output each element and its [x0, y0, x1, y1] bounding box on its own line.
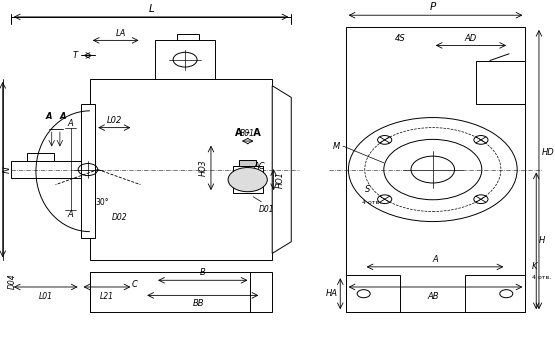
- Text: L01: L01: [39, 292, 53, 301]
- Bar: [80, 104, 95, 238]
- Text: L: L: [149, 3, 154, 14]
- Text: M: M: [333, 142, 340, 151]
- Bar: [11, 161, 80, 178]
- Text: BB: BB: [193, 299, 204, 308]
- Text: HD: HD: [542, 148, 554, 157]
- Bar: [90, 79, 272, 260]
- Text: K: K: [532, 262, 537, 271]
- Bar: [155, 40, 215, 79]
- Text: B: B: [200, 268, 206, 277]
- Bar: [177, 34, 199, 40]
- Text: LA: LA: [116, 29, 127, 38]
- Text: L21: L21: [100, 292, 114, 301]
- Text: 4 отв.: 4 отв.: [532, 275, 551, 280]
- Text: D01: D01: [259, 205, 274, 214]
- Text: N: N: [3, 166, 12, 173]
- Text: HO1: HO1: [276, 171, 285, 188]
- Bar: [239, 160, 256, 166]
- Text: AD: AD: [465, 34, 477, 43]
- Text: A - A: A - A: [235, 128, 261, 138]
- Circle shape: [228, 167, 268, 192]
- Text: A: A: [46, 112, 52, 121]
- Text: 4 отв.: 4 отв.: [362, 200, 381, 205]
- Text: S: S: [365, 185, 370, 194]
- Bar: [233, 166, 263, 193]
- Text: L02: L02: [107, 116, 122, 125]
- Text: HA: HA: [326, 289, 337, 298]
- Text: A: A: [433, 255, 438, 263]
- Text: H: H: [539, 236, 545, 245]
- Text: AB: AB: [427, 292, 438, 301]
- Text: C: C: [132, 280, 138, 289]
- Text: D02: D02: [112, 213, 127, 222]
- Text: 30°: 30°: [95, 198, 109, 207]
- Text: HO3: HO3: [199, 160, 208, 176]
- Polygon shape: [272, 86, 291, 254]
- Text: 4S: 4S: [395, 34, 406, 43]
- Text: A: A: [68, 119, 74, 127]
- Text: T: T: [73, 51, 78, 60]
- Bar: [466, 275, 526, 312]
- Text: A: A: [68, 210, 74, 219]
- Text: A: A: [59, 112, 66, 121]
- Text: B01: B01: [240, 129, 255, 138]
- Bar: [346, 27, 526, 312]
- Bar: [90, 272, 272, 312]
- Text: P: P: [430, 2, 436, 12]
- Bar: [346, 275, 400, 312]
- Text: AC: AC: [253, 162, 265, 171]
- Bar: [27, 153, 54, 161]
- Text: D04: D04: [7, 274, 17, 289]
- Bar: [476, 61, 526, 104]
